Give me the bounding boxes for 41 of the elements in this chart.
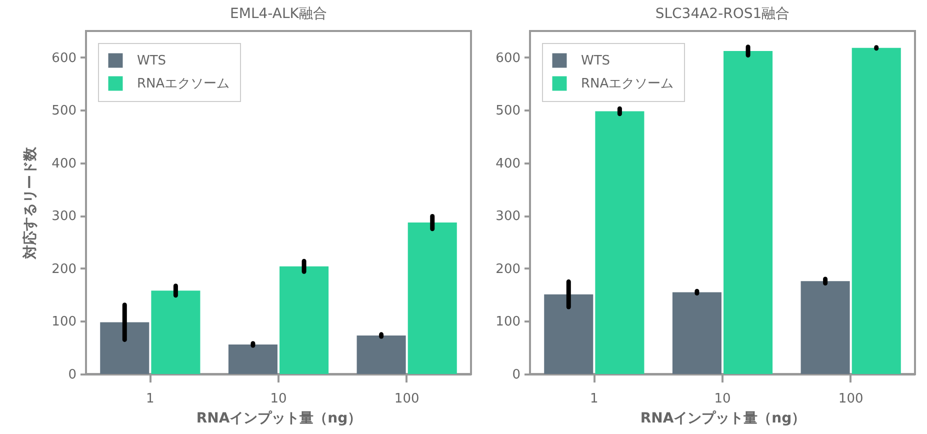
y-tick-label: 600	[52, 50, 76, 66]
legend-label: RNAエクソーム	[581, 76, 674, 92]
x-tick-label: 100	[394, 392, 420, 406]
bar	[356, 335, 406, 374]
x-tick-label: 100	[838, 392, 864, 406]
y-tick-label: 0	[68, 368, 76, 382]
legend-label: WTS	[137, 54, 166, 68]
bar	[100, 322, 150, 374]
x-tick-label: 10	[714, 392, 731, 406]
chart-title: EML4-ALK融合	[230, 6, 327, 22]
bar	[595, 111, 644, 374]
y-tick-label: 200	[52, 262, 76, 277]
y-tick-label: 100	[496, 314, 520, 330]
y-tick-label: 600	[496, 50, 520, 66]
y-tick-label: 500	[52, 104, 76, 119]
y-tick-label: 400	[52, 156, 76, 172]
x-tick-label: 1	[146, 392, 154, 406]
bar	[724, 51, 773, 374]
y-tick-label: 300	[52, 209, 76, 224]
bar	[408, 222, 457, 374]
legend-label: RNAエクソーム	[137, 76, 230, 92]
chart-title: SLC34A2-ROS1融合	[655, 6, 790, 22]
bar	[544, 294, 594, 374]
y-axis-title: 対応するリード数	[22, 146, 39, 260]
y-tick-label: 0	[512, 368, 520, 382]
legend-label: WTS	[581, 54, 610, 68]
bar	[151, 290, 200, 374]
y-tick-label: 200	[496, 262, 520, 277]
bar	[228, 344, 278, 374]
y-tick-label: 300	[496, 209, 520, 224]
x-axis-title: RNAインプット量（ng）	[196, 410, 362, 426]
bar	[800, 281, 850, 374]
bar	[852, 48, 901, 374]
y-tick-label: 400	[496, 156, 520, 172]
x-axis-title: RNAインプット量（ng）	[640, 410, 806, 426]
bar	[280, 266, 329, 374]
x-tick-label: 10	[270, 392, 287, 406]
bar	[672, 292, 722, 374]
y-tick-label: 100	[52, 314, 76, 330]
y-tick-label: 500	[496, 104, 520, 119]
x-tick-label: 1	[590, 392, 598, 406]
